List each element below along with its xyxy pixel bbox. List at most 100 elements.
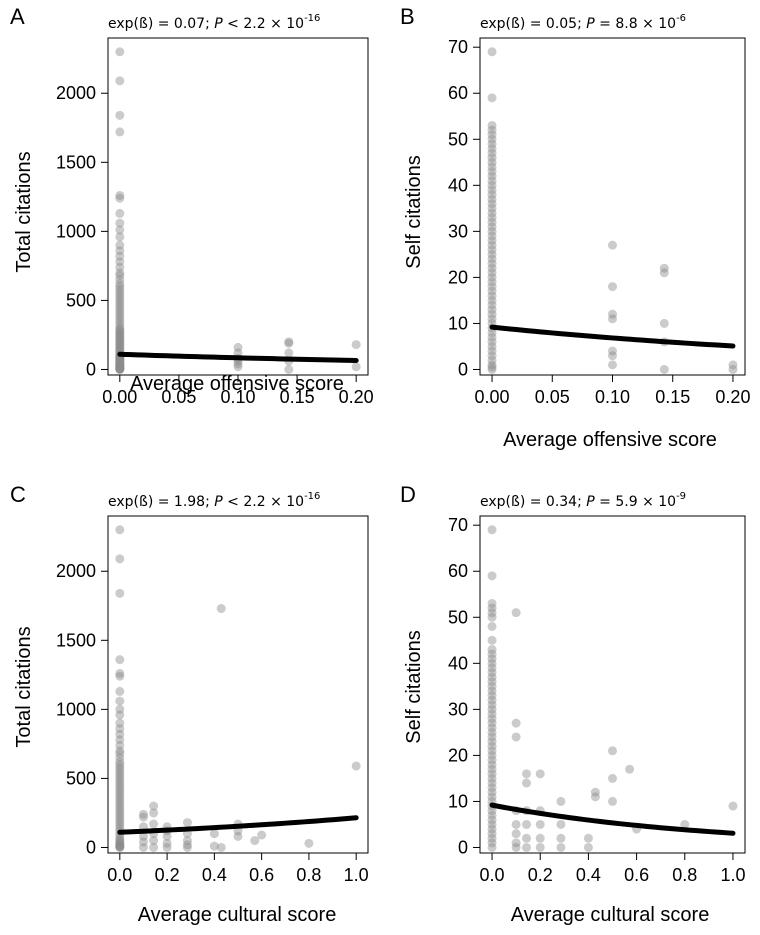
panel-a-data-point: [115, 301, 125, 311]
panel-c-stat: exp(ß) = 1.98; P < 2.2 × 10-16: [108, 491, 320, 510]
panel-b-data-point: [659, 364, 669, 374]
panel-a-y-axis-label: Total citations: [13, 151, 35, 272]
panel-a-data-point: [115, 320, 125, 330]
panel-c-data-point: [115, 757, 125, 767]
panel-c-data-point: [115, 842, 125, 852]
panel-a-data-point: [115, 232, 125, 242]
panel-a-y-tick-label: 500: [66, 290, 96, 310]
panel-a-data-point: [115, 275, 125, 285]
panel-d-data-point: [487, 704, 497, 714]
panel-a-data-point: [115, 355, 125, 365]
panel-a-data-point: [115, 304, 125, 314]
panel-b-data-point: [487, 254, 497, 264]
panel-a-data-point: [115, 279, 125, 289]
panel-a-data-point: [115, 330, 125, 340]
panel-a-data-point: [115, 340, 125, 350]
panel-a-data-point: [284, 338, 294, 348]
panel-c-data-point: [182, 836, 192, 846]
panel-b-data-point: [487, 332, 497, 342]
panel-b-data-point: [487, 157, 497, 167]
panel-d-points: [487, 525, 738, 852]
panel-d-data-point: [487, 750, 497, 760]
panel-a-data-point: [115, 364, 125, 374]
panel-b-data-point: [487, 362, 497, 372]
panel-c-data-point: [115, 776, 125, 786]
panel-c-plot-frame: [107, 515, 369, 854]
panel-c-data-point: [115, 820, 125, 830]
panel-d-data-point: [487, 783, 497, 793]
panel-c-data-point: [115, 840, 125, 850]
panel-d-y-tick-label: 10: [448, 791, 468, 811]
panel-c-data-point: [162, 838, 172, 848]
panel-a-data-point: [115, 193, 125, 203]
panel-a-data-point: [284, 364, 294, 374]
panel-b-y-tick-label: 40: [448, 175, 468, 195]
panel-d-data-point: [535, 819, 545, 829]
panel-c-data-point: [250, 836, 260, 846]
panel-a-data-point: [115, 356, 125, 366]
panel-d-data-point: [487, 838, 497, 848]
panel-c-data-point: [138, 837, 148, 847]
panel-b-data-point: [487, 185, 497, 195]
panel-c-data-point: [149, 842, 159, 852]
panel-d-ticks: 0.0 0.2 0.4 0.6 0.8 1.0 0 10 20 30 40 50 60 70: [448, 515, 746, 885]
panel-b-data-point: [487, 125, 497, 135]
panel-b-data-point: [487, 249, 497, 259]
panel-c-data-point: [115, 779, 125, 789]
panel-a-data-point: [115, 344, 125, 354]
panel-c-data-point: [162, 842, 172, 852]
panel-d-data-point: [487, 815, 497, 825]
panel-a-data-point: [115, 323, 125, 333]
panel-d-data-point: [487, 525, 497, 535]
panel-a-data-point: [115, 333, 125, 343]
panel-a-y-tick-label: 2000: [56, 83, 96, 103]
panel-b-y-tick-label: 10: [448, 313, 468, 333]
panel-c-data-point: [115, 668, 125, 678]
panel-b-data-point: [487, 300, 497, 310]
panel-b-data-point: [608, 309, 617, 319]
panel-b-data-point: [659, 268, 669, 278]
panel-c-x-tick-label: 0.0: [107, 865, 132, 885]
panel-a-data-point: [115, 337, 125, 347]
panel-b-data-point: [487, 272, 497, 282]
panel-a-letter: A: [10, 4, 25, 29]
panel-d-data-point: [487, 833, 497, 843]
panel-c-data-point: [115, 773, 125, 783]
panel-d-data-point: [487, 598, 497, 608]
panel-d-data-point: [608, 796, 617, 806]
panel-d-data-point: [583, 842, 593, 852]
panel-b-x-tick-label: 0.10: [595, 387, 630, 407]
panel-d-data-point: [487, 732, 497, 742]
panel-d-data-point: [680, 819, 690, 829]
panel-c-data-point: [138, 809, 148, 819]
panel-d-data-point: [487, 723, 497, 733]
panel-a: A exp(ß) = 0.07; P < 2.2 × 10-16 Total c…: [10, 4, 374, 407]
panel-b-data-point: [487, 245, 497, 255]
panel-b-ticks: 0.00 0.05 0.10 0.15 0.20 0 10 20 30 40 50 60 70: [448, 37, 751, 407]
panel-a-data-point: [115, 360, 125, 370]
panel-a-data-point: [115, 364, 125, 374]
panel-a-data-point: [115, 240, 125, 250]
panel-a-points: [115, 47, 361, 374]
panel-a-x-tick-label: 0.15: [280, 387, 315, 407]
panel-a-y-tick-label: 0: [86, 359, 96, 379]
panel-c-data-point: [115, 804, 125, 814]
panel-a-data-point: [115, 309, 125, 319]
panel-d-data-point: [487, 571, 497, 581]
panel-c-data-point: [115, 801, 125, 811]
panel-d-data-point: [487, 764, 497, 774]
panel-c-data-point: [115, 760, 125, 770]
panel-a-data-point: [115, 127, 125, 137]
panel-b-data-point: [487, 314, 497, 324]
panel-d-data-point: [487, 681, 497, 691]
panel-c-data-point: [216, 604, 226, 614]
panel-d-data-point: [521, 819, 531, 829]
panel-a-data-point: [115, 218, 125, 228]
panel-a-data-point: [115, 358, 125, 368]
panel-b-x-tick-label: 0.15: [655, 387, 690, 407]
panel-a-data-point: [115, 326, 125, 336]
panel-c-ticks: 0.0 0.2 0.4 0.6 0.8 1.0 0 500 1000 1500 2000: [56, 561, 369, 885]
panel-d-y-tick-label: 30: [448, 699, 468, 719]
panel-c-data-point: [115, 787, 125, 797]
panel-c-data-point: [115, 588, 125, 598]
